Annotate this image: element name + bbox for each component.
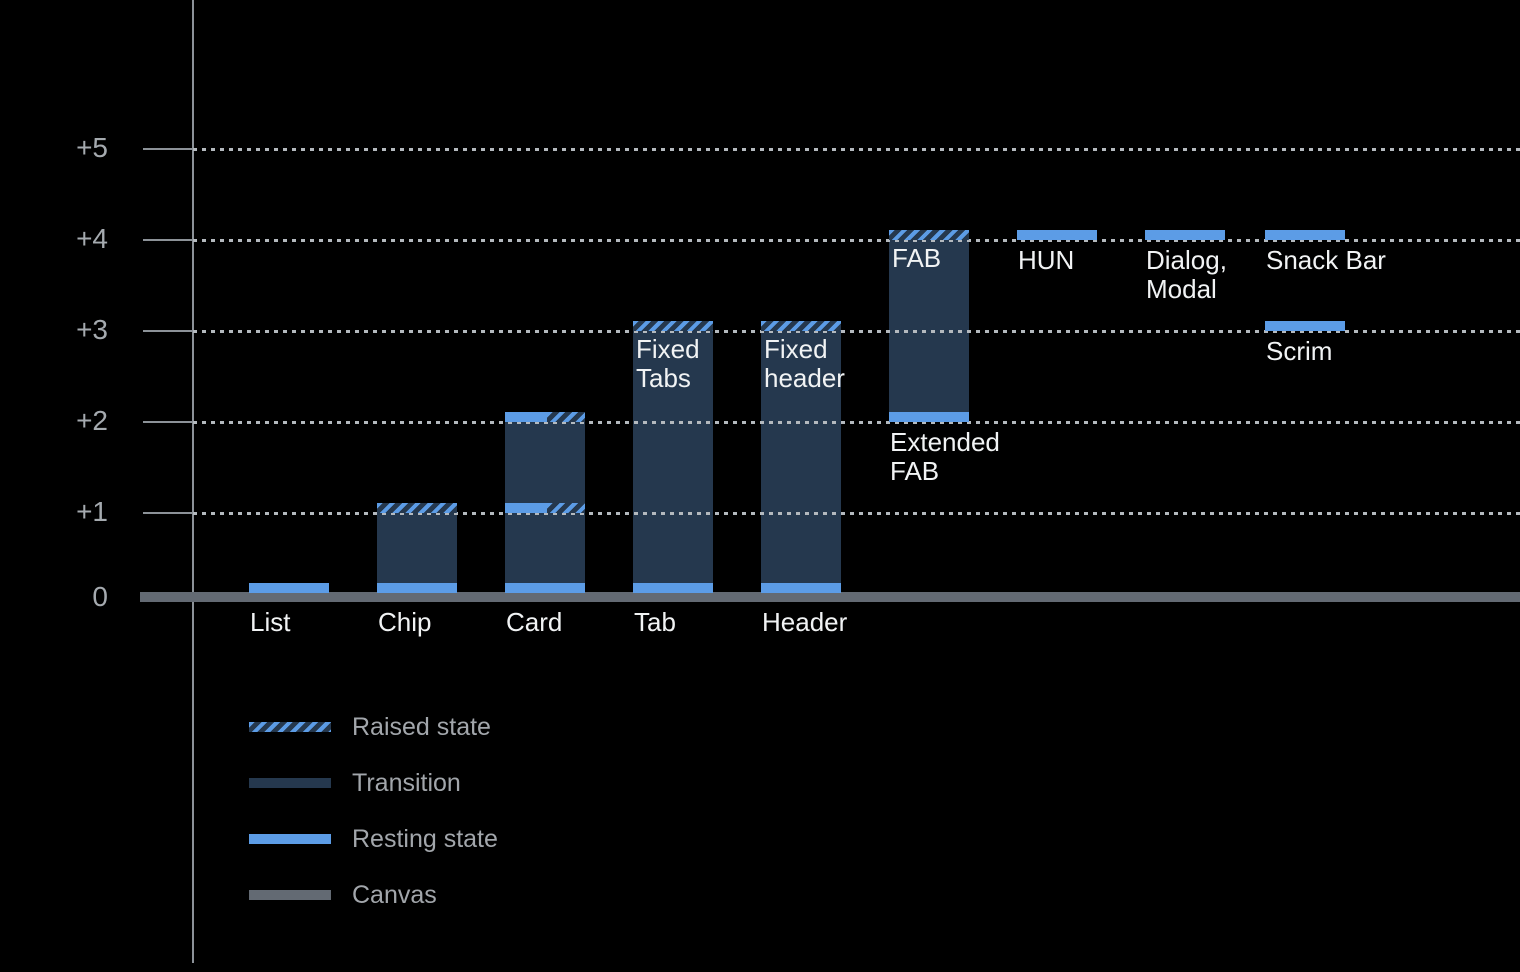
bar-extended-fab-raised-marker	[889, 230, 969, 240]
bar-header-inner-label: Fixed header	[764, 334, 845, 393]
bar-card-resting-marker	[505, 583, 585, 593]
bar-snack-bar-resting-marker	[1265, 230, 1345, 240]
bar-list-label: List	[250, 607, 291, 637]
bar-header-transition	[761, 331, 841, 583]
legend-swatch-resting-state	[249, 834, 331, 844]
y-axis-tick-label: +5	[76, 132, 108, 163]
y-axis-tick	[143, 330, 193, 332]
bar-header-raised-marker	[761, 321, 841, 331]
legend-swatch-transition	[249, 778, 331, 788]
legend-label-canvas: Canvas	[352, 881, 437, 909]
bar-hun-resting-marker	[1017, 230, 1097, 240]
bar-header-label: Header	[762, 607, 848, 637]
bar-tab-inner-label: Fixed Tabs	[636, 334, 700, 393]
gridline	[193, 512, 1520, 515]
bar-card-transition	[505, 422, 585, 503]
bar-snack-bar-label: Snack Bar	[1266, 245, 1386, 275]
legend-swatch-raised-state	[249, 722, 331, 732]
bar-card-label: Card	[506, 607, 563, 637]
canvas-baseline	[140, 592, 1520, 602]
bar-tab-label: Tab	[634, 607, 676, 637]
bar-tab-transition	[633, 331, 713, 583]
bar-chip-raised-marker	[377, 503, 457, 513]
bar-scrim-label: Scrim	[1266, 336, 1333, 366]
bar-extended-fab-transition	[889, 240, 969, 412]
legend-label-raised-state: Raised state	[352, 713, 491, 741]
y-axis-tick	[143, 239, 193, 241]
y-axis-tick-label: +2	[76, 405, 108, 436]
bar-card-raised-marker	[547, 412, 585, 422]
bar-card-transition	[505, 513, 585, 583]
y-axis-tick-label: +3	[76, 314, 108, 345]
y-axis-tick	[143, 148, 193, 150]
bar-extended-fab-inner-label: FAB	[892, 243, 942, 273]
y-axis-tick-label: 0	[92, 581, 108, 612]
bar-dialog-modal-label: Dialog, Modal	[1146, 245, 1227, 304]
y-axis-tick	[143, 512, 193, 514]
gridline	[193, 148, 1520, 151]
y-axis-tick	[143, 421, 193, 423]
y-axis-tick-label: +4	[76, 223, 108, 254]
bar-chip-transition	[377, 513, 457, 583]
bar-card-resting-marker	[505, 412, 547, 422]
legend-label-transition: Transition	[352, 769, 461, 797]
bar-tab-raised-marker	[633, 321, 713, 331]
y-axis-tick-label: +1	[76, 496, 108, 527]
gridline	[193, 239, 1520, 242]
bar-list-resting-marker	[249, 583, 329, 593]
legend-swatch-canvas	[249, 890, 331, 900]
bar-hun-label: HUN	[1018, 245, 1075, 275]
bar-chip-label: Chip	[378, 607, 432, 637]
bar-card-resting-marker	[505, 503, 547, 513]
bar-tab-resting-marker	[633, 583, 713, 593]
gridline	[193, 421, 1520, 424]
bar-extended-fab-label: Extended FAB	[890, 427, 1000, 486]
bar-header-resting-marker	[761, 583, 841, 593]
bar-card-raised-marker	[547, 503, 585, 513]
y-axis-line	[192, 0, 194, 963]
gridline	[193, 330, 1520, 333]
legend-label-resting-state: Resting state	[352, 825, 498, 853]
bar-chip-resting-marker	[377, 583, 457, 593]
bar-dialog-modal-resting-marker	[1145, 230, 1225, 240]
bar-scrim-resting-marker	[1265, 321, 1345, 331]
bar-extended-fab-resting-marker	[889, 412, 969, 422]
